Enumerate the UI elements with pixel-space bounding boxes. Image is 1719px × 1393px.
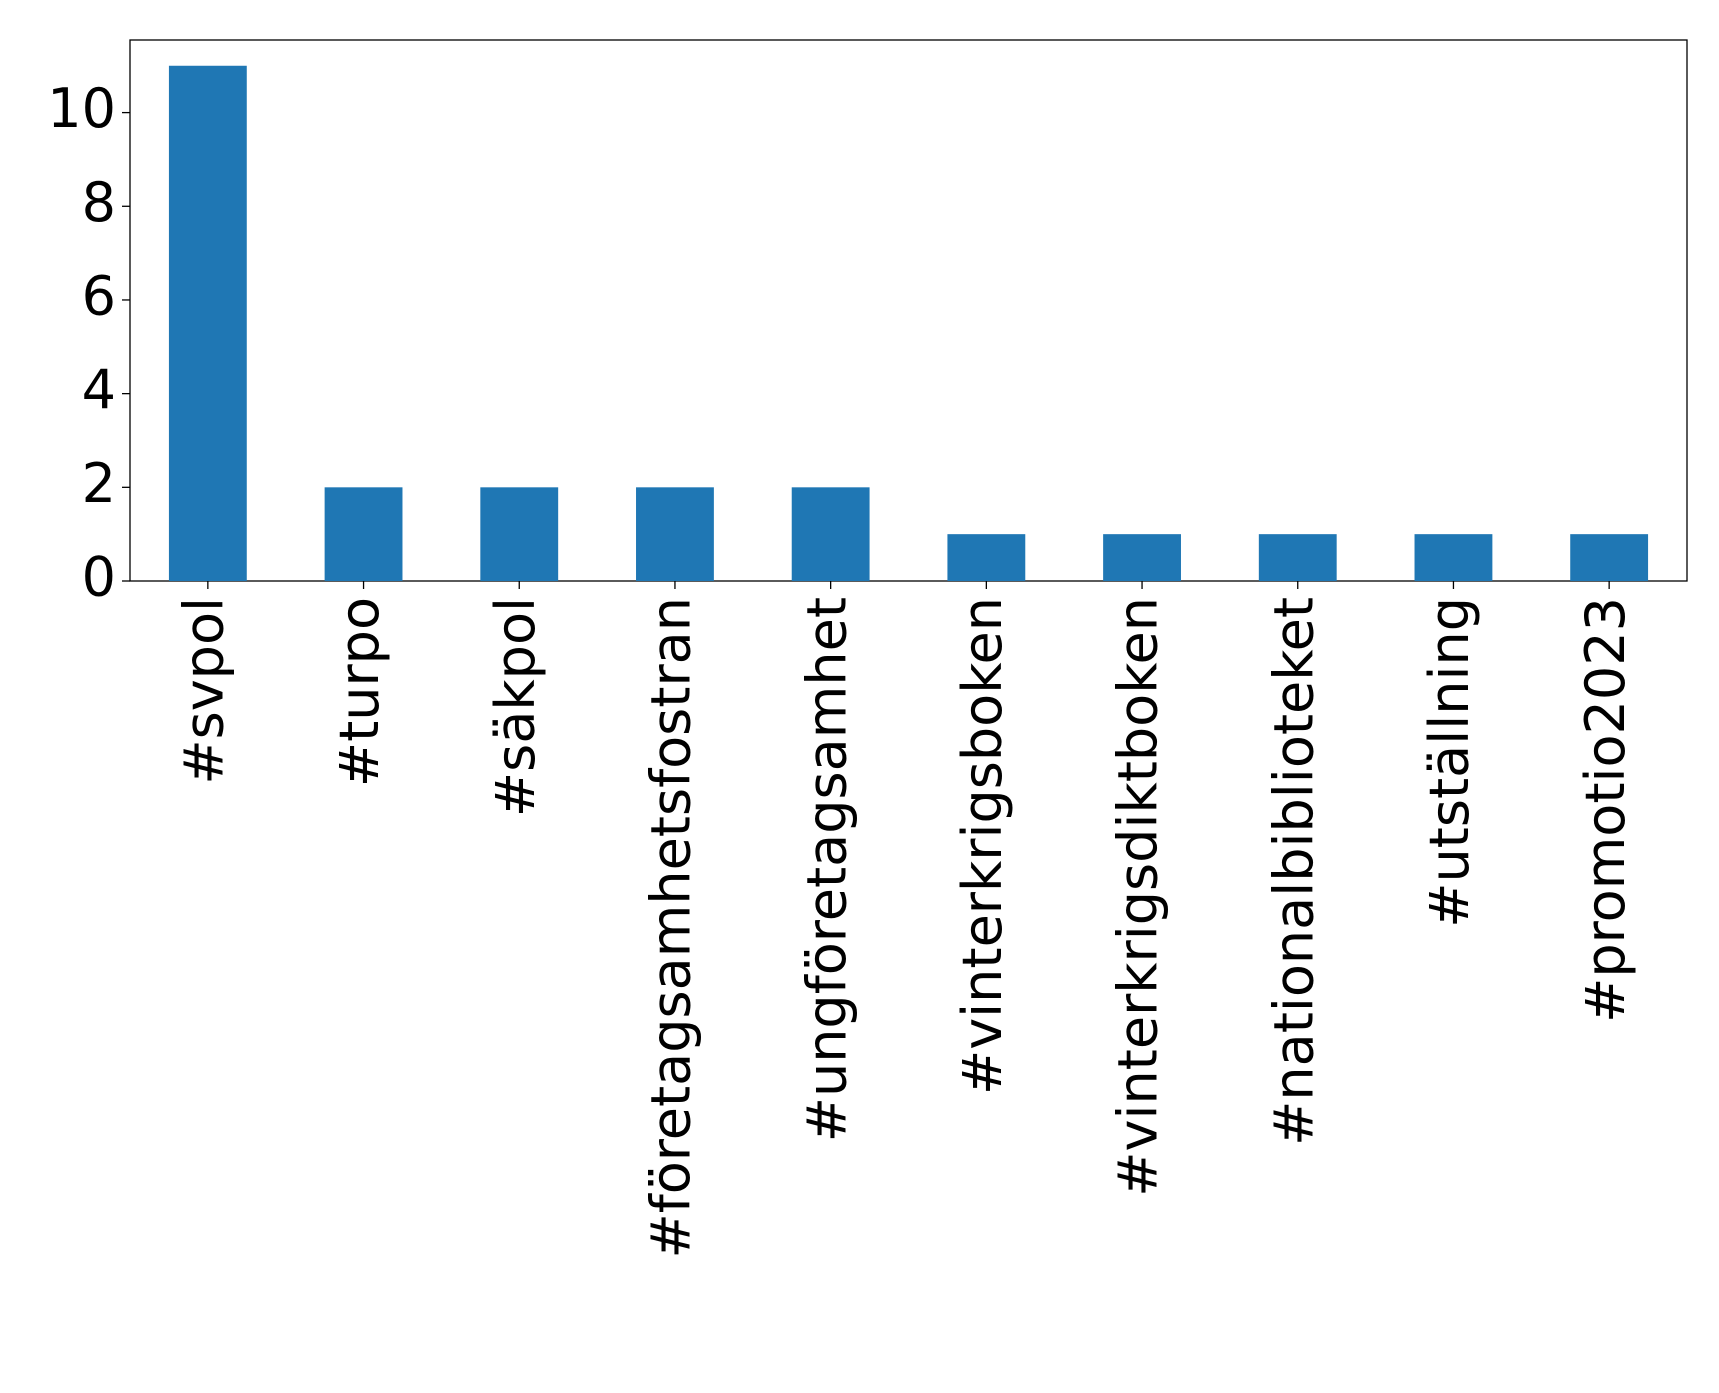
y-tick-label: 2 (82, 452, 116, 515)
x-tick-label: #turpo (328, 597, 391, 787)
y-tick-label: 4 (82, 358, 116, 421)
bar (1570, 534, 1649, 581)
x-tick-label: #svpol (172, 597, 235, 785)
y-tick-label: 8 (82, 171, 116, 234)
y-tick-label: 0 (82, 546, 116, 609)
x-tick-label: #ungföretagsamhet (795, 597, 858, 1142)
x-tick-label: #vinterkrigsdiktboken (1107, 597, 1170, 1197)
x-tick-label: #utställning (1418, 597, 1481, 928)
x-tick-label: #företagsamhetsfostran (640, 597, 703, 1259)
x-tick-label: #promotio2023 (1574, 597, 1637, 1023)
bar (791, 487, 870, 581)
y-tick-label: 6 (82, 265, 116, 328)
x-tick-label: #vinterkrigsboken (951, 597, 1014, 1095)
x-tick-label: #säkpol (484, 597, 547, 817)
bar (168, 65, 247, 581)
bar (1103, 534, 1181, 581)
bar (947, 534, 1026, 581)
bar (480, 487, 559, 581)
bar (324, 487, 403, 581)
y-tick-label: 10 (47, 77, 116, 140)
plot-frame (129, 39, 1688, 582)
bar (636, 487, 714, 581)
bar (1414, 534, 1493, 581)
bar (1258, 534, 1337, 581)
x-tick-label: #nationalbiblioteket (1262, 597, 1325, 1146)
